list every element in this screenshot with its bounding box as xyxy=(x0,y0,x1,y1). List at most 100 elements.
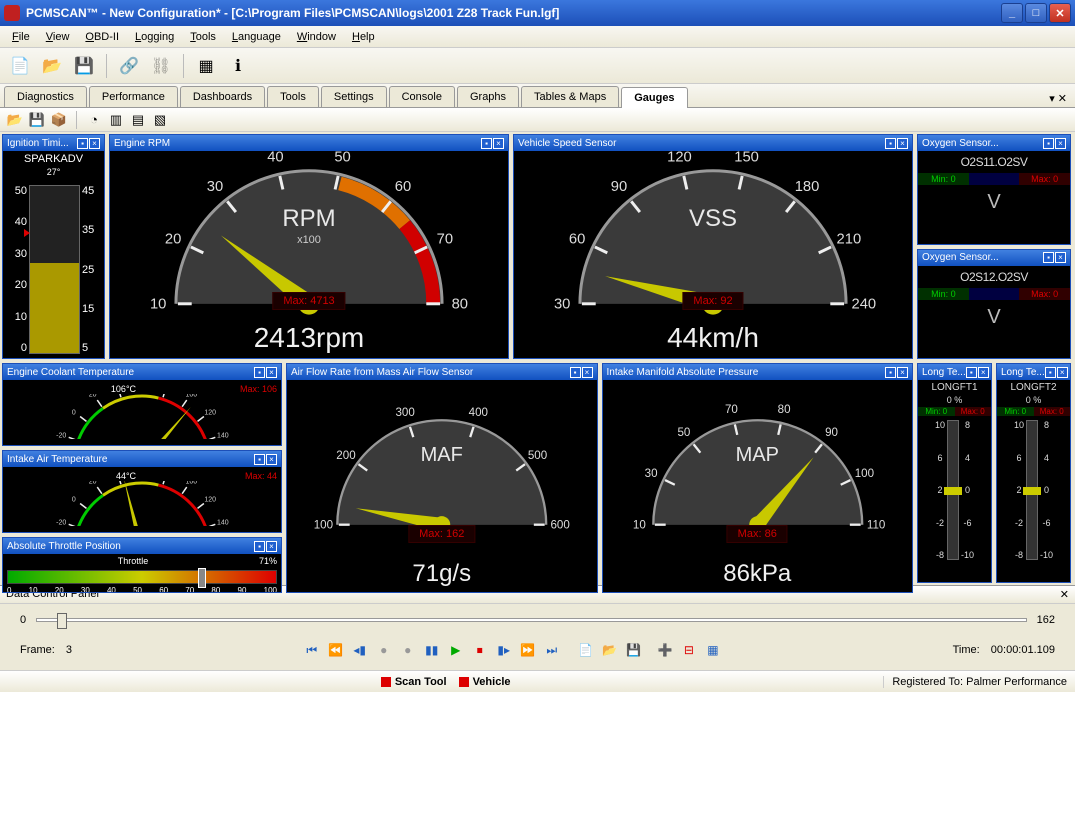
panel-close-icon[interactable]: × xyxy=(582,367,593,378)
tab-settings[interactable]: Settings xyxy=(321,86,387,107)
pause-icon[interactable]: ▮▮ xyxy=(422,640,442,660)
panel-min-icon[interactable]: ▪ xyxy=(254,454,265,465)
add-icon[interactable]: ➕ xyxy=(655,640,675,660)
stop-icon[interactable]: ⏹ xyxy=(470,640,490,660)
play-icon[interactable]: ▶ xyxy=(446,640,466,660)
new-button[interactable]: 📄 xyxy=(6,52,34,80)
panel-close-icon[interactable]: × xyxy=(978,367,989,378)
tab-dropdown-icon[interactable]: ▾ ✕ xyxy=(1045,90,1071,107)
status-bar: Scan Tool Vehicle Registered To: Palmer … xyxy=(0,670,1075,692)
menu-tools[interactable]: Tools xyxy=(182,28,224,46)
tab-tools[interactable]: Tools xyxy=(267,86,319,107)
gauge-color-icon[interactable]: ▧ xyxy=(151,111,169,129)
panel-min-icon[interactable]: ▪ xyxy=(1043,138,1054,149)
panel-min-icon[interactable]: ▪ xyxy=(885,367,896,378)
fast-fwd-icon[interactable]: ⏩ xyxy=(518,640,538,660)
panel-close-icon[interactable]: × xyxy=(1057,367,1068,378)
box-icon[interactable]: 📦 xyxy=(50,111,68,129)
menu-help[interactable]: Help xyxy=(344,28,383,46)
panel-title-sparkadv: Ignition Timi... xyxy=(7,138,69,149)
menu-view[interactable]: View xyxy=(38,28,78,46)
disconnect-button[interactable]: ⛓ xyxy=(147,52,175,80)
close-button[interactable]: ✕ xyxy=(1049,3,1071,23)
gauge-round-icon[interactable]: ◔ xyxy=(85,111,103,129)
svg-text:0: 0 xyxy=(72,497,76,504)
dcp-slider-thumb[interactable] xyxy=(57,613,67,629)
panel-longft2: Long Te... ▪× LONGFT2 0 % Min: 0Max: 0 1… xyxy=(996,363,1071,583)
tab-tables-maps[interactable]: Tables & Maps xyxy=(521,86,619,107)
tab-graphs[interactable]: Graphs xyxy=(457,86,519,107)
record-gray2-icon[interactable]: ● xyxy=(398,640,418,660)
svg-text:90: 90 xyxy=(611,179,627,195)
skip-start-icon[interactable]: ⏮ xyxy=(302,640,322,660)
save-button[interactable]: 💾 xyxy=(70,52,98,80)
tab-console[interactable]: Console xyxy=(389,86,455,107)
tab-diagnostics[interactable]: Diagnostics xyxy=(4,86,87,107)
dcp-close-icon[interactable]: ✕ xyxy=(1060,588,1069,601)
panel-min-icon[interactable]: ▪ xyxy=(885,138,896,149)
panel-min-icon[interactable]: ▪ xyxy=(966,367,977,378)
connect-button[interactable]: 🔗 xyxy=(115,52,143,80)
maf-readout: 71g/s xyxy=(287,560,597,588)
svg-text:20: 20 xyxy=(89,481,97,486)
skip-end-icon[interactable]: ⏭ xyxy=(542,640,562,660)
gauge-digital-icon[interactable]: ▤ xyxy=(129,111,147,129)
tab-dashboards[interactable]: Dashboards xyxy=(180,86,265,107)
panel-close-icon[interactable]: × xyxy=(897,138,908,149)
svg-text:80: 80 xyxy=(452,297,468,313)
grid-icon[interactable]: ▦ xyxy=(703,640,723,660)
sparkadv-name: SPARKADV xyxy=(3,153,104,165)
panel-min-icon[interactable]: ▪ xyxy=(481,138,492,149)
panel-title-iat: Intake Air Temperature xyxy=(7,454,107,465)
menu-file[interactable]: File xyxy=(4,28,38,46)
open-layout-icon[interactable]: 📂 xyxy=(6,111,24,129)
panel-close-icon[interactable]: × xyxy=(1055,252,1066,263)
tab-gauges[interactable]: Gauges xyxy=(621,87,687,108)
record-gray-icon[interactable]: ● xyxy=(374,640,394,660)
gauge-bar-icon[interactable]: ▥ xyxy=(107,111,125,129)
minimize-button[interactable]: _ xyxy=(1001,3,1023,23)
gauge-toolbar: 📂 💾 📦 ◔ ▥ ▤ ▧ xyxy=(0,108,1075,132)
sparkadv-gauge: SPARKADV 27° 50403020100 453525155 xyxy=(3,151,104,358)
panel-close-icon[interactable]: × xyxy=(266,541,277,552)
map-readout: 86kPa xyxy=(603,560,913,588)
new-log-icon[interactable]: 📄 xyxy=(576,640,596,660)
info-button[interactable]: ℹ xyxy=(224,52,252,80)
data-control-panel: Data Control Panel✕ 0 162 Frame: 3 ⏮ ⏪ ◂… xyxy=(0,585,1075,670)
panel-title-o2s11: Oxygen Sensor... xyxy=(922,138,999,149)
layout-button[interactable]: ▦ xyxy=(192,52,220,80)
app-icon xyxy=(4,5,20,21)
menu-logging[interactable]: Logging xyxy=(127,28,182,46)
panel-close-icon[interactable]: × xyxy=(897,367,908,378)
svg-text:140: 140 xyxy=(217,433,229,439)
open-button[interactable]: 📂 xyxy=(38,52,66,80)
save-log-icon[interactable]: 💾 xyxy=(624,640,644,660)
tab-performance[interactable]: Performance xyxy=(89,86,178,107)
panel-close-icon[interactable]: × xyxy=(89,138,100,149)
panel-close-icon[interactable]: × xyxy=(493,138,504,149)
dcp-slider-track[interactable] xyxy=(36,618,1027,622)
rewind-icon[interactable]: ⏪ xyxy=(326,640,346,660)
menu-obdii[interactable]: OBD-II xyxy=(77,28,127,46)
svg-text:100: 100 xyxy=(854,467,873,480)
time-label: Time: xyxy=(953,644,980,656)
remove-icon[interactable]: ⊟ xyxy=(679,640,699,660)
step-back-icon[interactable]: ◂▮ xyxy=(350,640,370,660)
save-layout-icon[interactable]: 💾 xyxy=(28,111,46,129)
panel-min-icon[interactable]: ▪ xyxy=(254,541,265,552)
panel-min-icon[interactable]: ▪ xyxy=(1045,367,1056,378)
panel-min-icon[interactable]: ▪ xyxy=(254,367,265,378)
maximize-button[interactable]: □ xyxy=(1025,3,1047,23)
open-log-icon[interactable]: 📂 xyxy=(600,640,620,660)
panel-close-icon[interactable]: × xyxy=(266,454,277,465)
panel-min-icon[interactable]: ▪ xyxy=(1043,252,1054,263)
panel-sparkadv: Ignition Timi... ▪× SPARKADV 27° 5040302… xyxy=(2,134,105,359)
step-fwd-icon[interactable]: ▮▸ xyxy=(494,640,514,660)
menu-language[interactable]: Language xyxy=(224,28,289,46)
panel-close-icon[interactable]: × xyxy=(1055,138,1066,149)
menu-window[interactable]: Window xyxy=(289,28,344,46)
panel-min-icon[interactable]: ▪ xyxy=(77,138,88,149)
svg-text:180: 180 xyxy=(795,179,820,195)
panel-close-icon[interactable]: × xyxy=(266,367,277,378)
panel-min-icon[interactable]: ▪ xyxy=(570,367,581,378)
